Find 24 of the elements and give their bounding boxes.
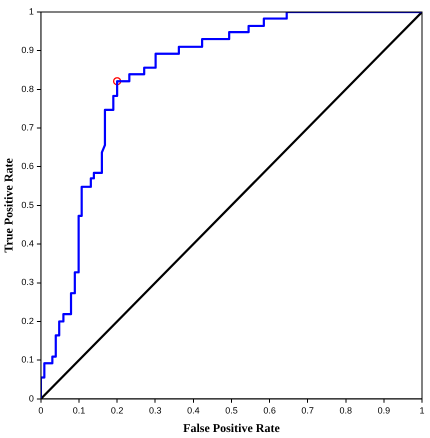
y-axis-title: True Positive Rate [1, 158, 16, 253]
y-tick-label: 0.7 [21, 122, 34, 133]
y-tick-label: 0.6 [21, 161, 34, 172]
x-tick-label: 0.3 [148, 406, 162, 416]
x-tick-label: 0.8 [340, 406, 352, 416]
y-tick-label: 0.8 [21, 84, 34, 94]
x-tick-label: 0.4 [187, 406, 200, 416]
y-tick-label: 0 [28, 393, 34, 404]
x-tick-label: 0.9 [378, 406, 390, 416]
x-tick-label: 0.6 [263, 406, 276, 416]
x-tick-label: 0.5 [225, 406, 238, 416]
y-tick-label: 0.1 [21, 354, 34, 365]
y-tick-label: 0.3 [21, 277, 34, 288]
y-tick-label: 0.5 [21, 200, 34, 210]
x-axis-title: False Positive Rate [183, 420, 280, 435]
y-tick-label: 1 [28, 6, 34, 16]
x-tick-label: 0.2 [110, 406, 124, 416]
x-tick-label: 1 [419, 406, 425, 416]
x-tick-label: 0 [38, 406, 44, 416]
y-tick-label: 0.9 [21, 45, 34, 56]
x-tick-label: 0.7 [301, 406, 314, 416]
x-tick-label: 0.1 [72, 406, 86, 416]
y-tick-label: 0.4 [21, 238, 34, 249]
y-tick-label: 0.2 [21, 316, 34, 326]
